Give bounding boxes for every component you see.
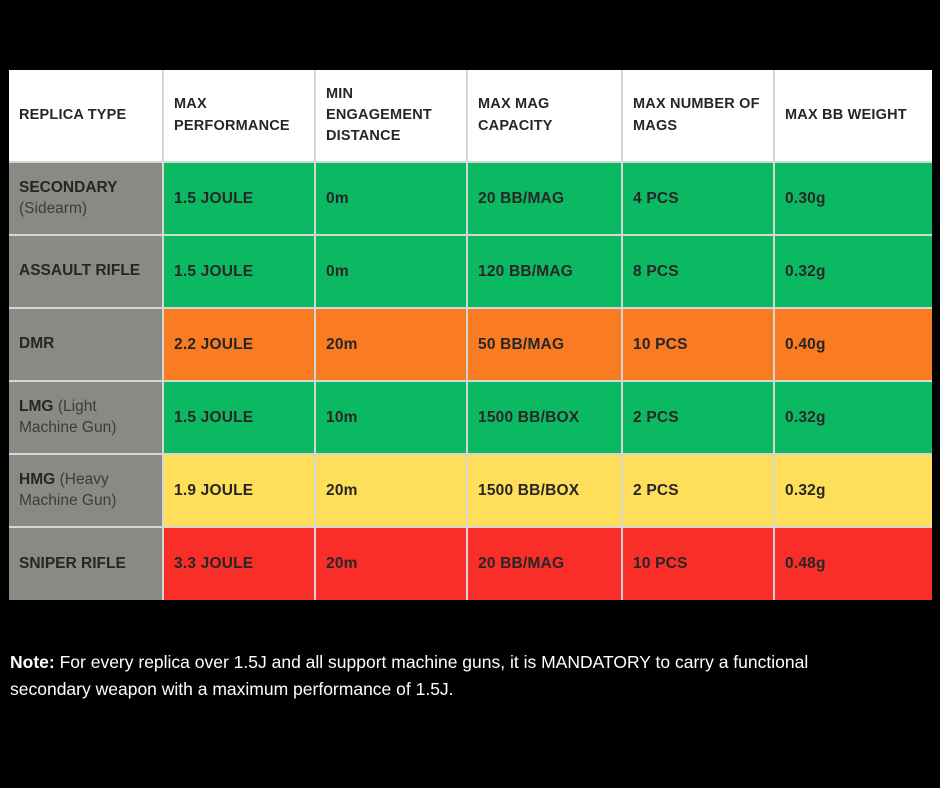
cell-max-bb-weight: 0.30g	[773, 161, 933, 236]
footnote-label: Note:	[10, 652, 55, 672]
replica-name: ASSAULT RIFLE	[19, 262, 141, 280]
cell-max-mag-capacity: 1500 BB/BOX	[466, 380, 623, 455]
replica-name: DMR	[19, 335, 55, 353]
replica-name-suffix: (Sidearm)	[19, 199, 88, 217]
cell-min-engagement-distance: 10m	[314, 380, 468, 455]
replica-type-cell: DMR	[8, 307, 164, 382]
replica-rules-table: REPLICA TYPE MAX PERFORMANCE MIN ENGAGEM…	[8, 69, 933, 601]
cell-max-number-of-mags: 2 PCS	[621, 380, 775, 455]
cell-max-performance: 1.5 JOULE	[162, 161, 316, 236]
replica-name: LMG	[19, 397, 54, 415]
replica-type-cell: SNIPER RIFLE	[8, 526, 164, 601]
replica-type-cell: SECONDARY (Sidearm)	[8, 161, 164, 236]
cell-min-engagement-distance: 20m	[314, 307, 468, 382]
cell-max-performance: 2.2 JOULE	[162, 307, 316, 382]
header-max-mag-capacity: MAX MAG CAPACITY	[466, 69, 623, 163]
cell-max-bb-weight: 0.32g	[773, 380, 933, 455]
footnote: Note: For every replica over 1.5J and al…	[10, 649, 888, 703]
cell-max-mag-capacity: 20 BB/MAG	[466, 526, 623, 601]
cell-max-bb-weight: 0.32g	[773, 234, 933, 309]
replica-name-suffix: (Light Machine Gun)	[19, 397, 117, 436]
table-row-secondary: SECONDARY (Sidearm) 1.5 JOULE 0m 20 BB/M…	[8, 161, 933, 236]
table-row-dmr: DMR 2.2 JOULE 20m 50 BB/MAG 10 PCS 0.40g	[8, 307, 933, 382]
cell-max-number-of-mags: 4 PCS	[621, 161, 775, 236]
replica-name: HMG	[19, 470, 56, 488]
table-row-hmg: HMG (Heavy Machine Gun) 1.9 JOULE 20m 15…	[8, 453, 933, 528]
cell-max-mag-capacity: 50 BB/MAG	[466, 307, 623, 382]
cell-max-number-of-mags: 10 PCS	[621, 307, 775, 382]
cell-max-bb-weight: 0.48g	[773, 526, 933, 601]
header-replica-type: REPLICA TYPE	[8, 69, 164, 163]
cell-min-engagement-distance: 20m	[314, 453, 468, 528]
replica-name: SECONDARY	[19, 178, 118, 196]
cell-max-performance: 1.9 JOULE	[162, 453, 316, 528]
header-max-number-of-mags: MAX NUMBER OF MAGS	[621, 69, 775, 163]
cell-max-number-of-mags: 2 PCS	[621, 453, 775, 528]
footnote-text: For every replica over 1.5J and all supp…	[10, 652, 809, 699]
cell-max-bb-weight: 0.40g	[773, 307, 933, 382]
cell-max-number-of-mags: 10 PCS	[621, 526, 775, 601]
table-row-assault-rifle: ASSAULT RIFLE 1.5 JOULE 0m 120 BB/MAG 8 …	[8, 234, 933, 309]
header-row: REPLICA TYPE MAX PERFORMANCE MIN ENGAGEM…	[8, 69, 933, 163]
replica-name: SNIPER RIFLE	[19, 554, 126, 572]
cell-min-engagement-distance: 20m	[314, 526, 468, 601]
cell-max-performance: 1.5 JOULE	[162, 234, 316, 309]
table-row-sniper-rifle: SNIPER RIFLE 3.3 JOULE 20m 20 BB/MAG 10 …	[8, 526, 933, 601]
cell-min-engagement-distance: 0m	[314, 161, 468, 236]
cell-max-bb-weight: 0.32g	[773, 453, 933, 528]
header-max-performance: MAX PERFORMANCE	[162, 69, 316, 163]
replica-type-cell: ASSAULT RIFLE	[8, 234, 164, 309]
cell-max-mag-capacity: 120 BB/MAG	[466, 234, 623, 309]
header-max-bb-weight: MAX BB WEIGHT	[773, 69, 933, 163]
cell-max-performance: 1.5 JOULE	[162, 380, 316, 455]
cell-min-engagement-distance: 0m	[314, 234, 468, 309]
cell-max-number-of-mags: 8 PCS	[621, 234, 775, 309]
table-row-lmg: LMG (Light Machine Gun) 1.5 JOULE 10m 15…	[8, 380, 933, 455]
cell-max-performance: 3.3 JOULE	[162, 526, 316, 601]
replica-type-cell: LMG (Light Machine Gun)	[8, 380, 164, 455]
replica-type-cell: HMG (Heavy Machine Gun)	[8, 453, 164, 528]
replica-name-suffix: (Heavy Machine Gun)	[19, 470, 117, 509]
cell-max-mag-capacity: 1500 BB/BOX	[466, 453, 623, 528]
cell-max-mag-capacity: 20 BB/MAG	[466, 161, 623, 236]
header-min-engagement-distance: MIN ENGAGEMENT DISTANCE	[314, 69, 468, 163]
